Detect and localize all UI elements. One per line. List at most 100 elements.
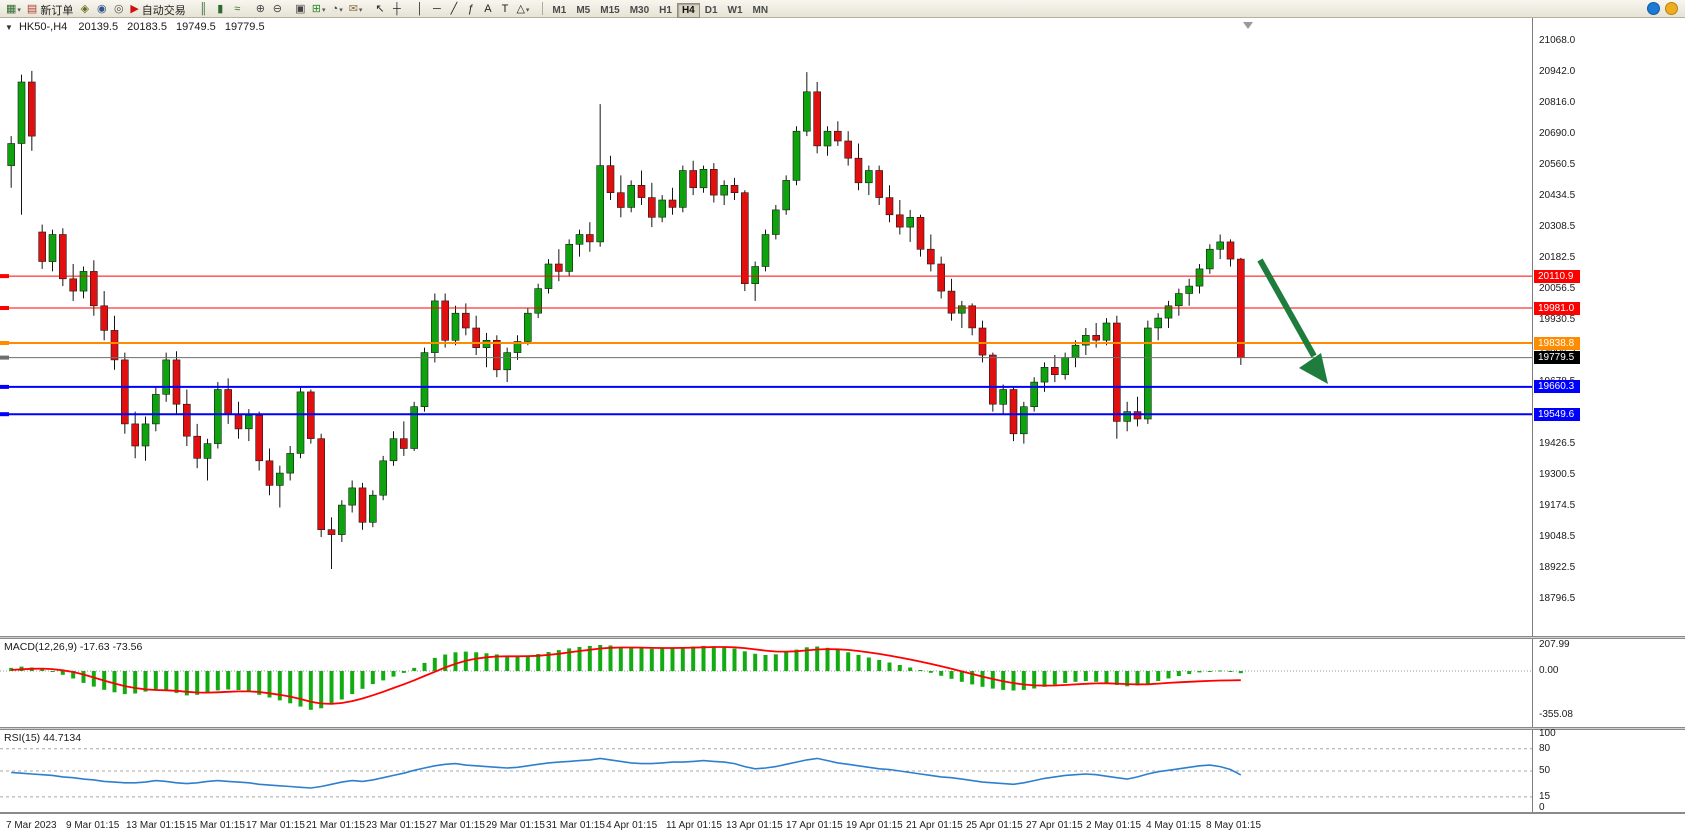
time-axis[interactable]: 7 Mar 2023 9 Mar 01:15 13 Mar 01:15 15 Mar …	[0, 812, 1685, 839]
macd-bar	[649, 648, 654, 672]
periods-icon[interactable]: ◔ ▾	[329, 2, 346, 18]
macd-values: -17.63 -73.56	[79, 641, 143, 653]
trendline-icon[interactable]: ╱	[445, 2, 462, 18]
timeframe-button-D1[interactable]: D1	[704, 4, 718, 16]
candle	[513, 335, 522, 360]
timeframe-button-M1[interactable]: M1	[552, 4, 567, 16]
rsi-axis-label: 100	[1539, 728, 1556, 739]
candle	[420, 347, 429, 412]
candle	[637, 170, 646, 205]
candle	[152, 387, 160, 432]
zoom-out-icon[interactable]: ⊖	[269, 2, 286, 18]
macd-bar	[877, 660, 882, 671]
line-chart-icon[interactable]: ≈	[229, 2, 246, 18]
cursor-icon[interactable]: ↖	[371, 2, 388, 18]
macd-bar	[391, 671, 396, 677]
candle	[1206, 244, 1214, 274]
macd-bar	[112, 671, 117, 693]
timeframe-button-H1[interactable]: H1	[659, 4, 672, 16]
trend-arrow[interactable]	[1257, 258, 1328, 384]
candle	[1195, 264, 1204, 294]
chart-shift-marker[interactable]	[1243, 22, 1253, 29]
horizontal-line-icon[interactable]: ─	[428, 2, 445, 18]
candle	[668, 187, 677, 215]
zoom-in-icon: ⊕	[255, 3, 265, 16]
strategy-tester-icon[interactable]: ◎	[110, 2, 127, 18]
zoom-in-icon[interactable]: ⊕	[252, 2, 269, 18]
timeframe-button-M15[interactable]: M15	[600, 4, 620, 16]
candle	[585, 222, 594, 252]
macd-bar	[164, 671, 169, 691]
crosshair-icon[interactable]: ┼	[388, 2, 405, 18]
macd-bar	[443, 654, 448, 671]
bar-chart-icon[interactable]: ║	[195, 2, 212, 18]
candle	[523, 308, 532, 346]
macd-bar	[174, 671, 179, 693]
macd-bar	[50, 671, 55, 672]
time-axis-label: 7 Mar 2023	[6, 820, 57, 831]
candle	[255, 411, 263, 471]
macd-bar	[412, 667, 417, 671]
metaeditor-icon[interactable]: ◈	[76, 2, 93, 18]
pane-separator[interactable]	[0, 727, 1685, 730]
timeframe-button-H4[interactable]: H4	[676, 2, 700, 18]
search-icon[interactable]	[1665, 2, 1678, 15]
templates-icon[interactable]: ✉ ▾	[346, 2, 366, 18]
price-tag: 19838.8	[1534, 337, 1580, 350]
macd-bar	[598, 645, 603, 671]
price-axis[interactable]: 21068.0 20942.0 20816.0 20690.0 20560.5 20434…	[1532, 18, 1685, 636]
market-watch-icon[interactable]: ◉	[93, 2, 110, 18]
new-chart-icon[interactable]: ▦ ▾	[3, 2, 24, 18]
shapes-icon: △	[516, 3, 525, 16]
candle	[1216, 234, 1224, 260]
timeframe-button-W1[interactable]: W1	[727, 4, 743, 16]
timeframe-button-M5[interactable]: M5	[576, 4, 591, 16]
pane-separator[interactable]	[0, 636, 1685, 639]
macd-bar	[846, 652, 851, 672]
chevron-down-icon: ▾	[339, 6, 343, 14]
candle	[58, 228, 67, 287]
macd-bar	[722, 647, 727, 672]
macd-bar	[339, 671, 344, 700]
macd-bar	[670, 647, 675, 672]
timeframe-button-M30[interactable]: M30	[629, 4, 650, 16]
candle	[689, 160, 698, 196]
bar-chart-icon: ║	[199, 3, 208, 16]
candle	[214, 382, 222, 449]
timeframe-button-MN[interactable]: MN	[752, 4, 769, 16]
macd-bar	[1083, 671, 1088, 682]
label-icon[interactable]: T	[496, 2, 513, 18]
macd-bar	[133, 671, 138, 694]
collapse-arrow-icon[interactable]: ▼	[5, 23, 13, 32]
candlestick-chart-icon[interactable]: ▮	[212, 2, 229, 18]
candle	[678, 165, 687, 213]
shapes-icon[interactable]: △ ▾	[513, 2, 532, 18]
candle	[327, 517, 336, 569]
macd-bar	[1063, 671, 1068, 683]
candle	[265, 448, 274, 496]
rsi-label: RSI(15) 44.7134	[4, 732, 82, 744]
macd-axis-label: 0.00	[1539, 665, 1559, 676]
new-order-button: ▤	[26, 3, 38, 16]
vertical-line-icon[interactable]: │	[411, 2, 428, 18]
new-order-button[interactable]: ▤ 新订单	[26, 3, 74, 17]
tile-windows-icon[interactable]: ▣	[292, 2, 309, 18]
price-tag: 19779.5	[1534, 351, 1580, 364]
macd-bar	[91, 671, 96, 687]
candle	[761, 229, 770, 272]
macd-plot[interactable]	[0, 639, 1532, 727]
macd-bar	[195, 671, 200, 695]
main-chart-plot[interactable]	[0, 18, 1532, 636]
candle	[90, 260, 98, 316]
fibonacci-icon[interactable]: ƒ	[462, 2, 479, 18]
rsi-plot[interactable]	[0, 730, 1532, 812]
indicators-icon[interactable]: ⊞ ▾	[309, 2, 329, 18]
ohlc-high: 20183.5	[127, 21, 167, 33]
community-icon[interactable]	[1647, 2, 1660, 15]
macd-bar	[298, 671, 303, 707]
time-axis-label: 31 Mar 01:15	[546, 820, 605, 831]
text-icon[interactable]: A	[479, 2, 496, 18]
macd-bar	[618, 646, 623, 672]
price-tag: 19549.6	[1534, 408, 1580, 421]
autotrading-button[interactable]: ▶ 自动交易	[130, 3, 186, 17]
